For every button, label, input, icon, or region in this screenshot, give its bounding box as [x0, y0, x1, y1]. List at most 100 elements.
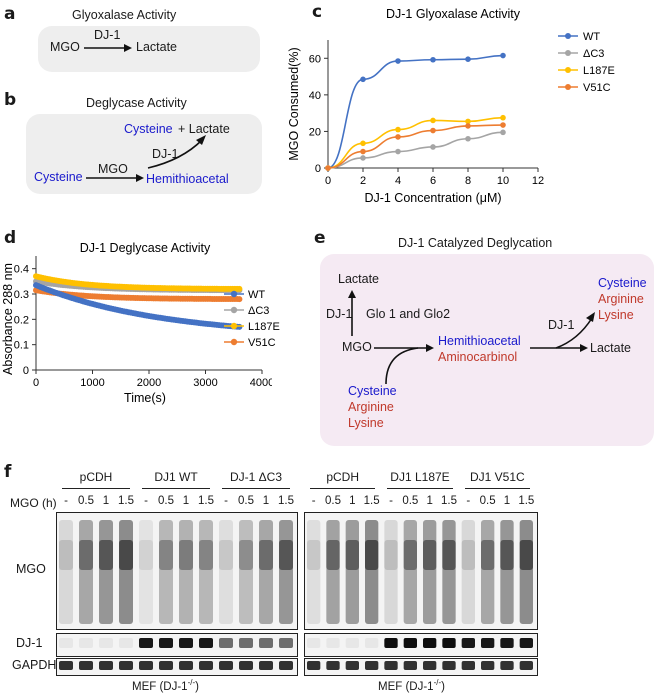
- chart-c-point: [360, 148, 366, 155]
- chart-c-line-1: [327, 131, 504, 169]
- blot-right-gapdh: [304, 658, 538, 676]
- chart-c-point: [500, 122, 506, 128]
- panel-e-output-cysteine: Cysteine: [598, 276, 647, 290]
- gapdh-band: [461, 661, 475, 670]
- chart-c-point: [500, 114, 506, 121]
- gapdh-band: [199, 661, 213, 670]
- gapdh-band: [519, 661, 533, 670]
- chart-c-point: [500, 52, 506, 59]
- mgo-band: [423, 540, 437, 570]
- panel-e-mgo: MGO: [342, 340, 372, 354]
- gapdh-band: [139, 661, 153, 670]
- mgo-smear: [345, 520, 359, 624]
- blot-group-left-0: pCDH: [79, 470, 113, 484]
- gapdh-band: [423, 661, 437, 670]
- dj1-band: [79, 638, 93, 648]
- mgo-band: [179, 540, 193, 570]
- blot-left-dj1: [56, 633, 298, 657]
- mgo-smear: [403, 520, 417, 624]
- chart-c-x-tick-label: 6: [430, 175, 436, 187]
- panel-e-dj1-left: DJ-1: [326, 307, 353, 321]
- mgo-h-label: MGO (h): [10, 496, 57, 510]
- mgo-band: [500, 540, 514, 570]
- mgo-smear: [199, 520, 213, 624]
- mgo-smear: [500, 520, 514, 624]
- dj1-band: [119, 638, 133, 648]
- mgo-band: [119, 540, 133, 570]
- mgo-smear: [365, 520, 379, 624]
- blot-timepoint-right-0-1: 0.5: [324, 495, 341, 507]
- chart-c-x-tick-label: 4: [395, 175, 401, 187]
- chart-c-legend-label: L187E: [583, 65, 615, 77]
- mgo-smear: [59, 520, 73, 624]
- blot-group-underline-right-2: [464, 488, 530, 489]
- blot-timepoint-right-2-3: 1.5: [518, 495, 535, 507]
- chart-d-x-tick-label: 2000: [137, 377, 161, 389]
- dj1-band: [519, 638, 533, 648]
- panel-e-aminocarbinol: Aminocarbinol: [438, 350, 518, 364]
- panel-a-product: Lactate: [136, 40, 178, 54]
- panel-b-arrows: [86, 135, 206, 182]
- dj1-band: [384, 638, 398, 648]
- chart-c-y-tick-label: 0: [315, 163, 321, 175]
- blot-left-gapdh: [56, 658, 298, 676]
- blot-timepoint-left-0-3: 1.5: [118, 495, 134, 507]
- gapdh-band: [307, 661, 321, 670]
- gapdh-band: [279, 661, 293, 670]
- chart-c-line-3: [327, 124, 504, 169]
- blot-timepoint-left-2-3: 1.5: [278, 495, 294, 507]
- panel-b-intermediate: Hemithioacetal: [146, 172, 229, 186]
- blot-timepoint-left-2-1: 0.5: [238, 495, 254, 507]
- dj1-band: [59, 638, 73, 648]
- mgo-band: [139, 540, 153, 570]
- row-label-dj1: DJ-1: [16, 636, 43, 650]
- gapdh-band: [326, 661, 340, 670]
- row-label-gapdh: GAPDH: [12, 658, 57, 672]
- dj1-band: [326, 638, 340, 648]
- chart-c-x-tick-label: 0: [325, 175, 331, 187]
- blot-group-right-1: DJ1 L187E: [390, 470, 450, 484]
- blot-left-mgo: [56, 512, 298, 630]
- gapdh-band: [259, 661, 273, 670]
- mgo-band: [384, 540, 398, 570]
- chart-c-legend-marker: [565, 84, 571, 90]
- blot-timepoint-right-2-2: 1: [503, 495, 511, 507]
- panel-a-box: [38, 26, 260, 72]
- chart-d-x-label: Time(s): [124, 391, 166, 405]
- chart-d-y-tick-label: 0.2: [14, 314, 29, 326]
- mgo-smear: [239, 520, 253, 624]
- blot-timepoint-left-1-3: 1.5: [198, 495, 214, 507]
- blot-group-right-2: DJ1 V51C: [469, 470, 525, 484]
- chart-d-legend-label: ΔC3: [248, 305, 269, 317]
- gapdh-band: [159, 661, 173, 670]
- blot-group-left-2: DJ-1 ΔC3: [229, 470, 283, 484]
- mgo-band: [345, 540, 359, 570]
- blot-timepoint-right-1-3: 1.5: [440, 495, 457, 507]
- panel-b-product-cysteine: Cysteine: [124, 122, 173, 136]
- mgo-smear: [99, 520, 113, 624]
- chart-d-legend-label: WT: [248, 289, 265, 301]
- chart-c-y-label: MGO Consumed(%): [287, 47, 301, 160]
- mgo-band: [519, 540, 533, 570]
- chart-c-point: [430, 117, 436, 124]
- blot-timepoint-left-0-1: 0.5: [78, 495, 94, 507]
- mgo-band: [307, 540, 321, 570]
- gapdh-band: [219, 661, 233, 670]
- deglycase-chart: DJ-1 Deglycase Activity 0 1000 2000 3000 4000…: [1, 241, 272, 405]
- gapdh-band: [239, 661, 253, 670]
- gapdh-band: [384, 661, 398, 670]
- chart-d-legend-marker: [230, 290, 238, 298]
- cell-line-left: MEF (DJ-1-/-): [132, 678, 199, 693]
- mgo-smear: [139, 520, 153, 624]
- mgo-smear: [259, 520, 273, 624]
- panel-e-glo: Glo 1 and Glo2: [366, 307, 451, 321]
- chart-c-line-2: [327, 116, 504, 169]
- row-label-mgo: MGO: [16, 562, 46, 576]
- chart-d-y-tick-label: 0.4: [14, 264, 29, 276]
- chart-c-point: [395, 126, 401, 133]
- chart-d-legend-svg: WT ΔC3 L187E V51C: [224, 289, 280, 349]
- chart-c-y-tick-label: 20: [309, 126, 321, 138]
- blot-timepoint-right-1-0: -: [389, 495, 393, 507]
- mgo-smear: [326, 520, 340, 624]
- mgo-band: [461, 540, 475, 570]
